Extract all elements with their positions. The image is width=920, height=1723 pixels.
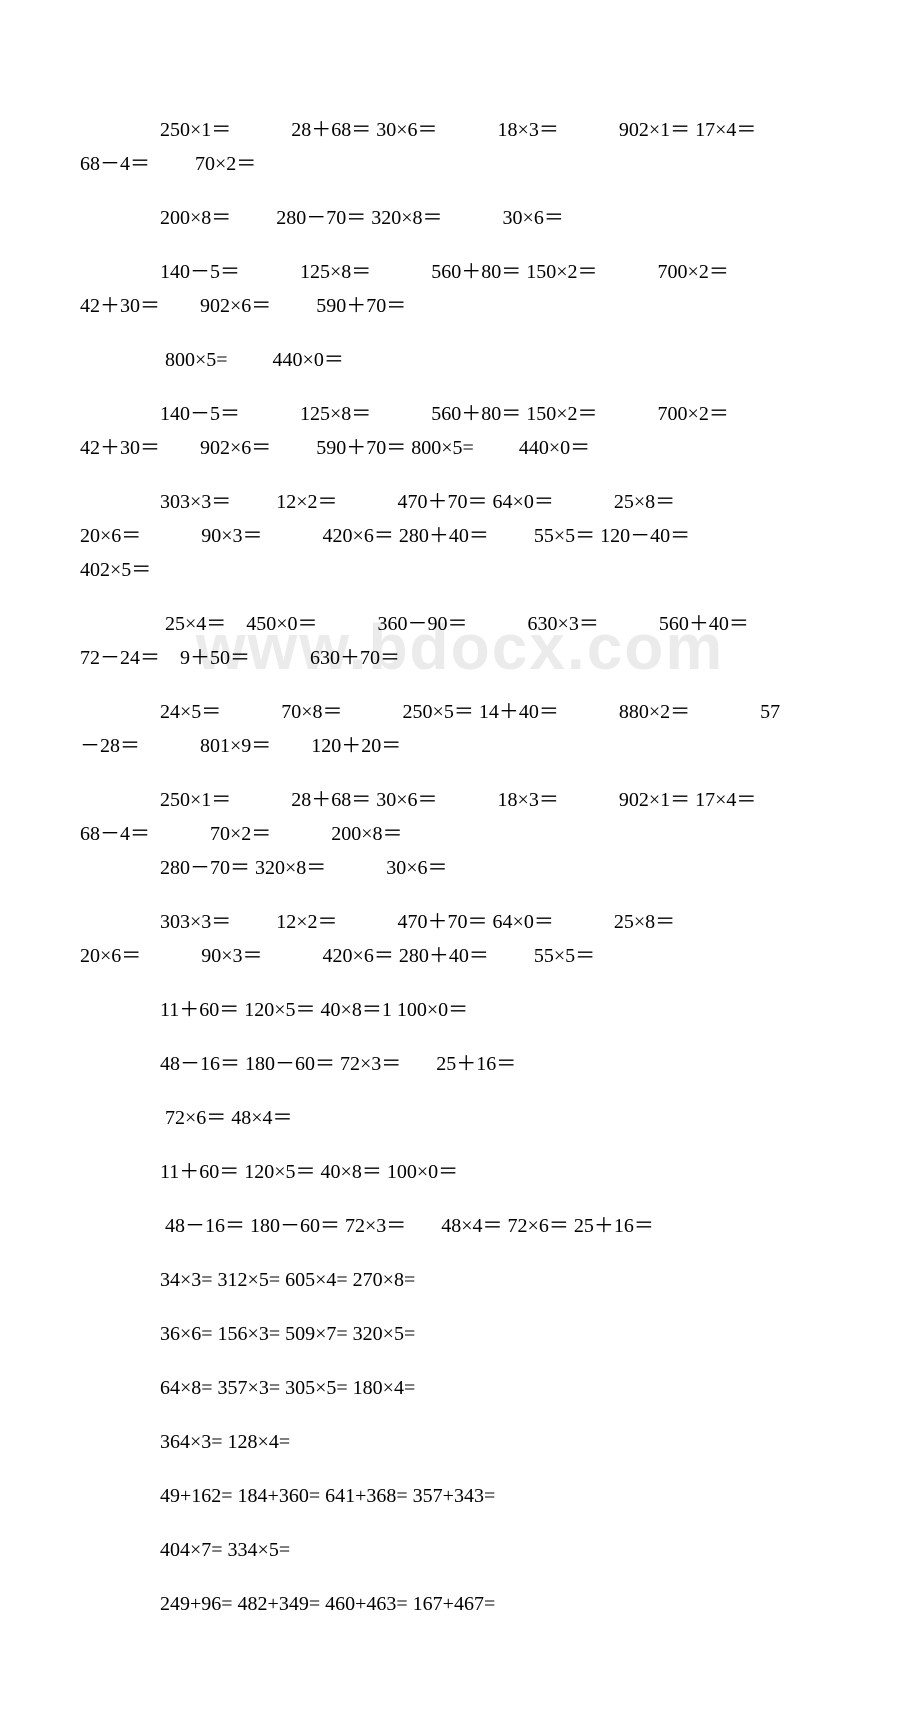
math-line: 250×1＝ 28＋68＝ 30×6＝ 18×3＝ 902×1＝ 17×4＝: [80, 785, 840, 815]
math-line: －28＝ 801×9＝ 120＋20＝: [80, 731, 840, 761]
math-line: 72－24＝ 9＋50＝ 630＋70＝: [80, 643, 840, 673]
math-line: 404×7= 334×5=: [80, 1535, 840, 1565]
math-line: 200×8＝ 280－70＝ 320×8＝ 30×6＝: [80, 203, 840, 233]
math-line: 11＋60＝ 120×5＝ 40×8＝1 100×0＝: [80, 995, 840, 1025]
math-line: 68－4＝ 70×2＝ 200×8＝: [80, 819, 840, 849]
math-line: 36×6= 156×3= 509×7= 320×5=: [80, 1319, 840, 1349]
math-line: 249+96= 482+349= 460+463= 167+467=: [80, 1589, 840, 1619]
math-line: 303×3＝ 12×2＝ 470＋70＝ 64×0＝ 25×8＝: [80, 907, 840, 937]
math-line: 11＋60＝ 120×5＝ 40×8＝ 100×0＝: [80, 1157, 840, 1187]
math-line: 48－16＝ 180－60＝ 72×3＝ 25＋16＝: [80, 1049, 840, 1079]
math-line: 34×3= 312×5= 605×4= 270×8=: [80, 1265, 840, 1295]
math-line: 64×8= 357×3= 305×5= 180×4=: [80, 1373, 840, 1403]
math-line: 68－4＝ 70×2＝: [80, 149, 840, 179]
math-line: 42＋30＝ 902×6＝ 590＋70＝ 800×5= 440×0＝: [80, 433, 840, 463]
document-content: 250×1＝ 28＋68＝ 30×6＝ 18×3＝ 902×1＝ 17×4＝ 68…: [80, 115, 840, 1619]
math-line: 24×5＝ 70×8＝ 250×5＝ 14＋40＝ 880×2＝ 57: [80, 697, 840, 727]
math-line: 20×6＝ 90×3＝ 420×6＝ 280＋40＝ 55×5＝ 120－40＝: [80, 521, 840, 551]
math-line: 25×4＝ 450×0＝ 360－90＝ 630×3＝ 560＋40＝: [80, 609, 840, 639]
math-line: 303×3＝ 12×2＝ 470＋70＝ 64×0＝ 25×8＝: [80, 487, 840, 517]
math-line: 140－5＝ 125×8＝ 560＋80＝ 150×2＝ 700×2＝: [80, 399, 840, 429]
math-line: 42＋30＝ 902×6＝ 590＋70＝: [80, 291, 840, 321]
math-line: 49+162= 184+360= 641+368= 357+343=: [80, 1481, 840, 1511]
math-line: 402×5＝: [80, 555, 840, 585]
math-line: 280－70＝ 320×8＝ 30×6＝: [80, 853, 840, 883]
math-line: 20×6＝ 90×3＝ 420×6＝ 280＋40＝ 55×5＝: [80, 941, 840, 971]
math-line: 72×6＝ 48×4＝: [80, 1103, 840, 1133]
math-line: 140－5＝ 125×8＝ 560＋80＝ 150×2＝ 700×2＝: [80, 257, 840, 287]
math-line: 364×3= 128×4=: [80, 1427, 840, 1457]
math-line: 800×5= 440×0＝: [80, 345, 840, 375]
math-line: 250×1＝ 28＋68＝ 30×6＝ 18×3＝ 902×1＝ 17×4＝: [80, 115, 840, 145]
math-line: 48－16＝ 180－60＝ 72×3＝ 48×4＝ 72×6＝ 25＋16＝: [80, 1211, 840, 1241]
